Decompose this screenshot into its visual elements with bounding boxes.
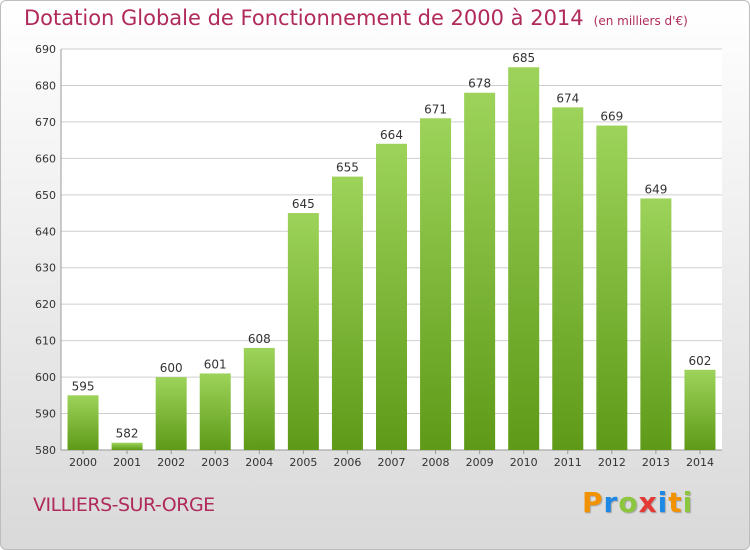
bar	[111, 442, 143, 450]
bar-value-label: 645	[292, 197, 315, 211]
bar	[331, 176, 363, 450]
y-tick-label: 650	[35, 189, 56, 202]
logo-letter: t	[668, 486, 683, 519]
logo-letter: x	[638, 486, 658, 519]
y-tick-label: 620	[35, 298, 56, 311]
x-tick-label: 2010	[510, 456, 538, 469]
x-tick-label: 2001	[113, 456, 141, 469]
x-tick-label: 2000	[69, 456, 97, 469]
x-tick-label: 2006	[333, 456, 361, 469]
y-tick-label: 680	[35, 79, 56, 92]
y-tick-label: 590	[35, 408, 56, 421]
bar	[243, 347, 275, 450]
bar-value-label: 669	[600, 110, 623, 124]
logo-letter: r	[603, 486, 619, 519]
bar-value-label: 678	[468, 77, 491, 91]
bar-value-label: 674	[556, 91, 579, 105]
y-tick-label: 630	[35, 262, 56, 275]
bar-value-label: 685	[512, 51, 535, 65]
bar	[67, 395, 99, 450]
commune-name: VILLIERS-SUR-ORGE	[33, 494, 215, 516]
x-tick-label: 2013	[642, 456, 670, 469]
bar	[376, 143, 407, 451]
chart-subtitle: (en milliers d'€)	[593, 14, 688, 28]
y-tick-label: 660	[35, 152, 56, 165]
bar-value-label: 649	[644, 182, 667, 196]
bar-value-label: 608	[248, 332, 271, 346]
bar-value-label: 595	[72, 379, 95, 393]
y-tick-label: 580	[35, 444, 56, 457]
bar-value-label: 655	[336, 161, 359, 175]
bar-layer	[67, 67, 716, 451]
logo-letter: i	[657, 486, 669, 519]
bar	[596, 125, 628, 451]
bar-value-label: 600	[160, 361, 183, 375]
x-tick-label: 2002	[157, 456, 185, 469]
x-tick-label: 2008	[422, 456, 450, 469]
x-tick-label: 2014	[686, 456, 714, 469]
x-tick-label: 2011	[554, 456, 582, 469]
logo-letter: o	[618, 486, 639, 519]
chart-title-text: Dotation Globale de Fonctionnement de 20…	[24, 6, 584, 30]
bar	[287, 213, 319, 450]
bar	[508, 67, 540, 451]
bar	[420, 118, 452, 450]
x-tick-label: 2009	[466, 456, 494, 469]
logo-letter: P	[582, 486, 604, 519]
y-tick-label: 640	[35, 225, 56, 238]
x-tick-label: 2005	[289, 456, 317, 469]
y-tick-label: 690	[35, 43, 56, 56]
bar-value-label: 664	[380, 128, 403, 142]
y-tick-label: 610	[35, 335, 56, 348]
y-tick-label: 670	[35, 116, 56, 129]
x-tick-label: 2003	[201, 456, 229, 469]
bar-value-label: 671	[424, 102, 447, 116]
bar-value-label: 601	[204, 357, 227, 371]
bar	[155, 377, 187, 450]
bar-value-label: 582	[116, 427, 139, 441]
x-tick-label: 2012	[598, 456, 626, 469]
bar-value-label: 602	[689, 354, 712, 368]
y-tick-label: 600	[35, 371, 56, 384]
bar	[640, 198, 672, 450]
bar	[552, 107, 584, 450]
chart-title: Dotation Globale de Fonctionnement de 20…	[24, 6, 688, 30]
bar	[199, 373, 231, 450]
x-tick-label: 2004	[245, 456, 273, 469]
bar	[684, 369, 716, 450]
x-tick-label: 2007	[378, 456, 406, 469]
proxiti-logo[interactable]: Proxiti	[582, 486, 693, 519]
label-layer: 595 582 600 601 608 645 655 664 671 678 685 674 669 6…	[72, 51, 712, 440]
bar	[464, 92, 496, 450]
logo-letter: i	[682, 486, 694, 519]
